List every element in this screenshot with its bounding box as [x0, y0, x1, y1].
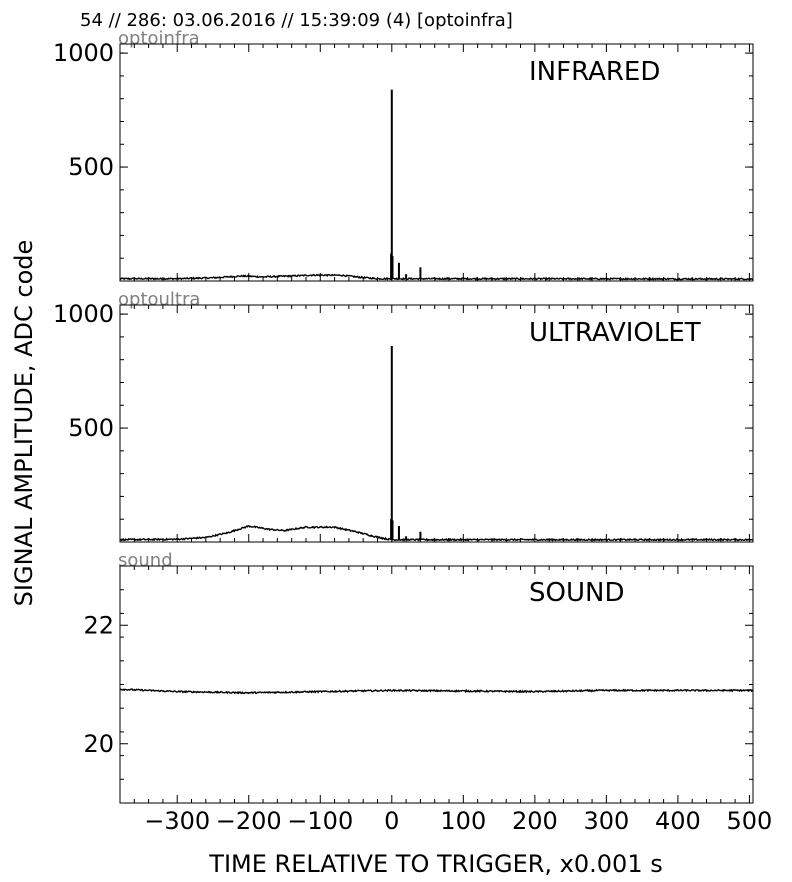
x-tick-label: −200	[216, 807, 282, 835]
y-tick-label: 500	[68, 153, 114, 181]
chart-title: SOUND	[529, 578, 624, 608]
channel-tag: optoinfra	[118, 28, 200, 49]
y-tick-label: 1000	[53, 39, 114, 67]
series-line	[119, 688, 754, 695]
channel-tag: optoultra	[118, 289, 200, 310]
y-tick-label: 20	[83, 730, 114, 758]
figure-header: 54 // 286: 03.06.2016 // 15:39:09 (4) [o…	[80, 10, 513, 31]
x-tick-label: 500	[727, 807, 773, 835]
y-tick-label: 500	[68, 414, 114, 442]
y-tick-label: 22	[83, 611, 114, 639]
x-tick-label: −100	[287, 807, 353, 835]
infrared-panel: optoinfra INFRARED 500 1000	[53, 28, 754, 282]
channel-tag: sound	[118, 550, 173, 571]
plot-frame	[119, 43, 754, 282]
x-tick-label: −300	[144, 807, 210, 835]
chart-title: INFRARED	[529, 57, 660, 87]
y-tick-label: 1000	[53, 300, 114, 328]
x-tick-label: 200	[512, 807, 558, 835]
chart-title: ULTRAVIOLET	[529, 318, 701, 348]
ultraviolet-panel: optoultra ULTRAVIOLET 500 1000	[53, 289, 754, 543]
series-line	[119, 273, 754, 281]
plot-frame	[119, 304, 754, 543]
x-axis-label: TIME RELATIVE TO TRIGGER, x0.001 s	[208, 850, 662, 878]
x-tick-label: 100	[440, 807, 486, 835]
x-tick-label: 400	[655, 807, 701, 835]
x-tick-label: 0	[384, 807, 399, 835]
y-axis-label: SIGNAL AMPLITUDE, ADC code	[10, 240, 38, 607]
sound-panel: sound SOUND 20 22 −300 −200 −100 0 100 200 300 4…	[83, 550, 772, 835]
plot-frame	[119, 565, 754, 804]
series-line	[119, 525, 754, 542]
x-tick-label: 300	[583, 807, 629, 835]
